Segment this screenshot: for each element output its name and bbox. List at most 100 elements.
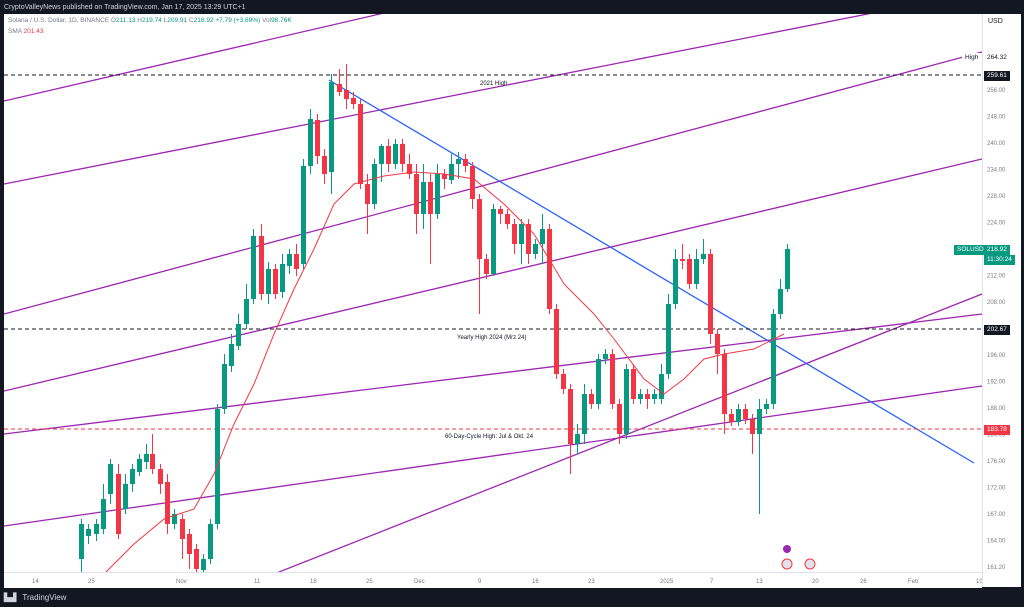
time-tick-13: 20 [812, 579, 819, 585]
price-tick-5: 224.00 [987, 221, 1006, 227]
candle-body-24 [251, 236, 256, 299]
candle-body-70 [575, 434, 580, 444]
candle-body-79 [638, 394, 643, 399]
candle-body-55 [470, 166, 475, 199]
price-axis-ticks: 256.00248.00240.00234.00228.00224.00216.… [987, 88, 1006, 571]
time-tick-8: 16 [532, 579, 539, 585]
ohlc-legend: Solana / U.S. Dollar, 1D, BINANCE O211.1… [8, 17, 292, 24]
volume-value: 98.76K [271, 17, 292, 24]
candle-body-33 [315, 120, 320, 156]
candle-body-31 [301, 166, 306, 264]
brand-name[interactable]: TradingView [22, 593, 67, 602]
time-tick-3: 11 [254, 579, 261, 585]
time-tick-1: 25 [88, 579, 95, 585]
sma-legend: SMA 201.43 [8, 28, 43, 35]
symbol-tag: SOLUSD [954, 245, 987, 255]
candle-body-23 [244, 299, 249, 324]
channel-line-4 [4, 313, 982, 435]
candle-body-39 [358, 104, 363, 184]
candle-body-14 [180, 519, 185, 539]
candle-body-27 [273, 269, 278, 294]
candle-body-81 [652, 394, 657, 399]
candle-body-76 [617, 404, 622, 434]
low-label: L [163, 17, 168, 24]
change-value: +7.79 (+3.69%) [215, 17, 261, 24]
candle-body-61 [512, 224, 517, 244]
candle-body-69 [568, 389, 573, 444]
price-tick-11: 192.00 [987, 380, 1006, 386]
price-tick-7: 212.00 [987, 274, 1006, 280]
price-tick-13: 180.00 [987, 433, 1006, 439]
time-tick-16: 10 [976, 579, 982, 585]
price-axis[interactable]: 256.00248.00240.00234.00228.00224.00216.… [982, 14, 1021, 587]
candle-body-1 [86, 529, 91, 536]
candle-body-80 [645, 394, 650, 399]
candle-body-91 [722, 354, 727, 414]
candle-body-20 [222, 364, 227, 409]
candle-body-5 [116, 474, 121, 534]
volume-label: Vol [262, 17, 272, 24]
candle-body-10 [150, 454, 155, 469]
candle-body-22 [236, 324, 241, 346]
tradingview-logo-icon: ▙▟ [4, 593, 17, 602]
price-tick-15: 172.00 [987, 486, 1006, 492]
sma-line [105, 171, 785, 572]
candle-body-51 [442, 174, 447, 179]
price-tick-1: 248.00 [987, 115, 1006, 121]
annotation-2021-high: 2021 High [480, 81, 507, 87]
high-value: 219.74 [141, 17, 162, 24]
close-label: C [188, 17, 194, 24]
time-tick-5: 25 [366, 579, 373, 585]
low-value: 209.91 [167, 17, 188, 24]
time-axis[interactable]: 14 25 Nov 11 18 25 Dec 9 16 23 2025 7 13 20 26 Feb 10 [4, 572, 982, 588]
candle-body-64 [533, 244, 538, 254]
candle-body-36 [337, 84, 342, 92]
time-tick-2: Nov [176, 579, 187, 585]
candle-body-85 [680, 259, 685, 261]
last-price-label: 218.92 [984, 245, 1010, 255]
price-tick-3: 234.00 [987, 168, 1006, 174]
price-tick-14: 176.00 [987, 459, 1006, 465]
candle-body-67 [554, 309, 559, 374]
candle-body-13 [172, 514, 177, 524]
candle-body-34 [322, 156, 327, 174]
candle-body-46 [407, 164, 412, 174]
candle-body-87 [694, 259, 699, 284]
candle-body-45 [400, 144, 405, 164]
candle-body-65 [540, 229, 545, 244]
chart-canvas[interactable]: 2021 High Yearly High 2024 (Mrz 24) 60-Day… [4, 14, 982, 587]
candle-body-72 [589, 394, 594, 404]
candle-body-17 [201, 559, 206, 570]
channel-line-0 [4, 14, 383, 102]
candle-body-32 [308, 119, 313, 166]
chart-plot[interactable]: 2021 High Yearly High 2024 (Mrz 24) 60-Day… [4, 14, 982, 572]
channel-line-2 [4, 51, 982, 315]
time-tick-9: 23 [588, 579, 595, 585]
time-tick-7: 9 [478, 579, 482, 585]
candle-body-75 [610, 354, 615, 404]
candle-body-68 [561, 374, 566, 389]
candle-body-21 [229, 344, 234, 366]
candle-body-86 [687, 259, 692, 284]
candle-body-82 [659, 374, 664, 399]
price-tick-0: 256.00 [987, 88, 1006, 94]
candle-body-6 [123, 484, 128, 509]
candle-body-29 [287, 254, 292, 266]
published-text: CryptoValleyNews published on TradingVie… [4, 4, 246, 11]
candle-body-38 [351, 98, 356, 104]
candle-body-40 [365, 184, 370, 204]
candle-body-100 [785, 249, 790, 289]
time-tick-0: 14 [32, 579, 39, 585]
candle-body-15 [187, 534, 192, 554]
candle-body-74 [603, 354, 608, 359]
price-tick-2: 240.00 [987, 141, 1006, 147]
flag-icon-2 [804, 558, 816, 570]
event-icon-1 [783, 545, 791, 553]
candle-body-49 [428, 182, 433, 214]
candle-body-8 [137, 459, 142, 472]
candle-body-43 [386, 146, 391, 164]
footer-bar: ▙▟ TradingView [4, 589, 66, 607]
price-tick-8: 208.00 [987, 300, 1006, 306]
time-axis-ticks: 14 25 Nov 11 18 25 Dec 9 16 23 2025 7 13 20 26 Feb 10 [32, 579, 982, 585]
